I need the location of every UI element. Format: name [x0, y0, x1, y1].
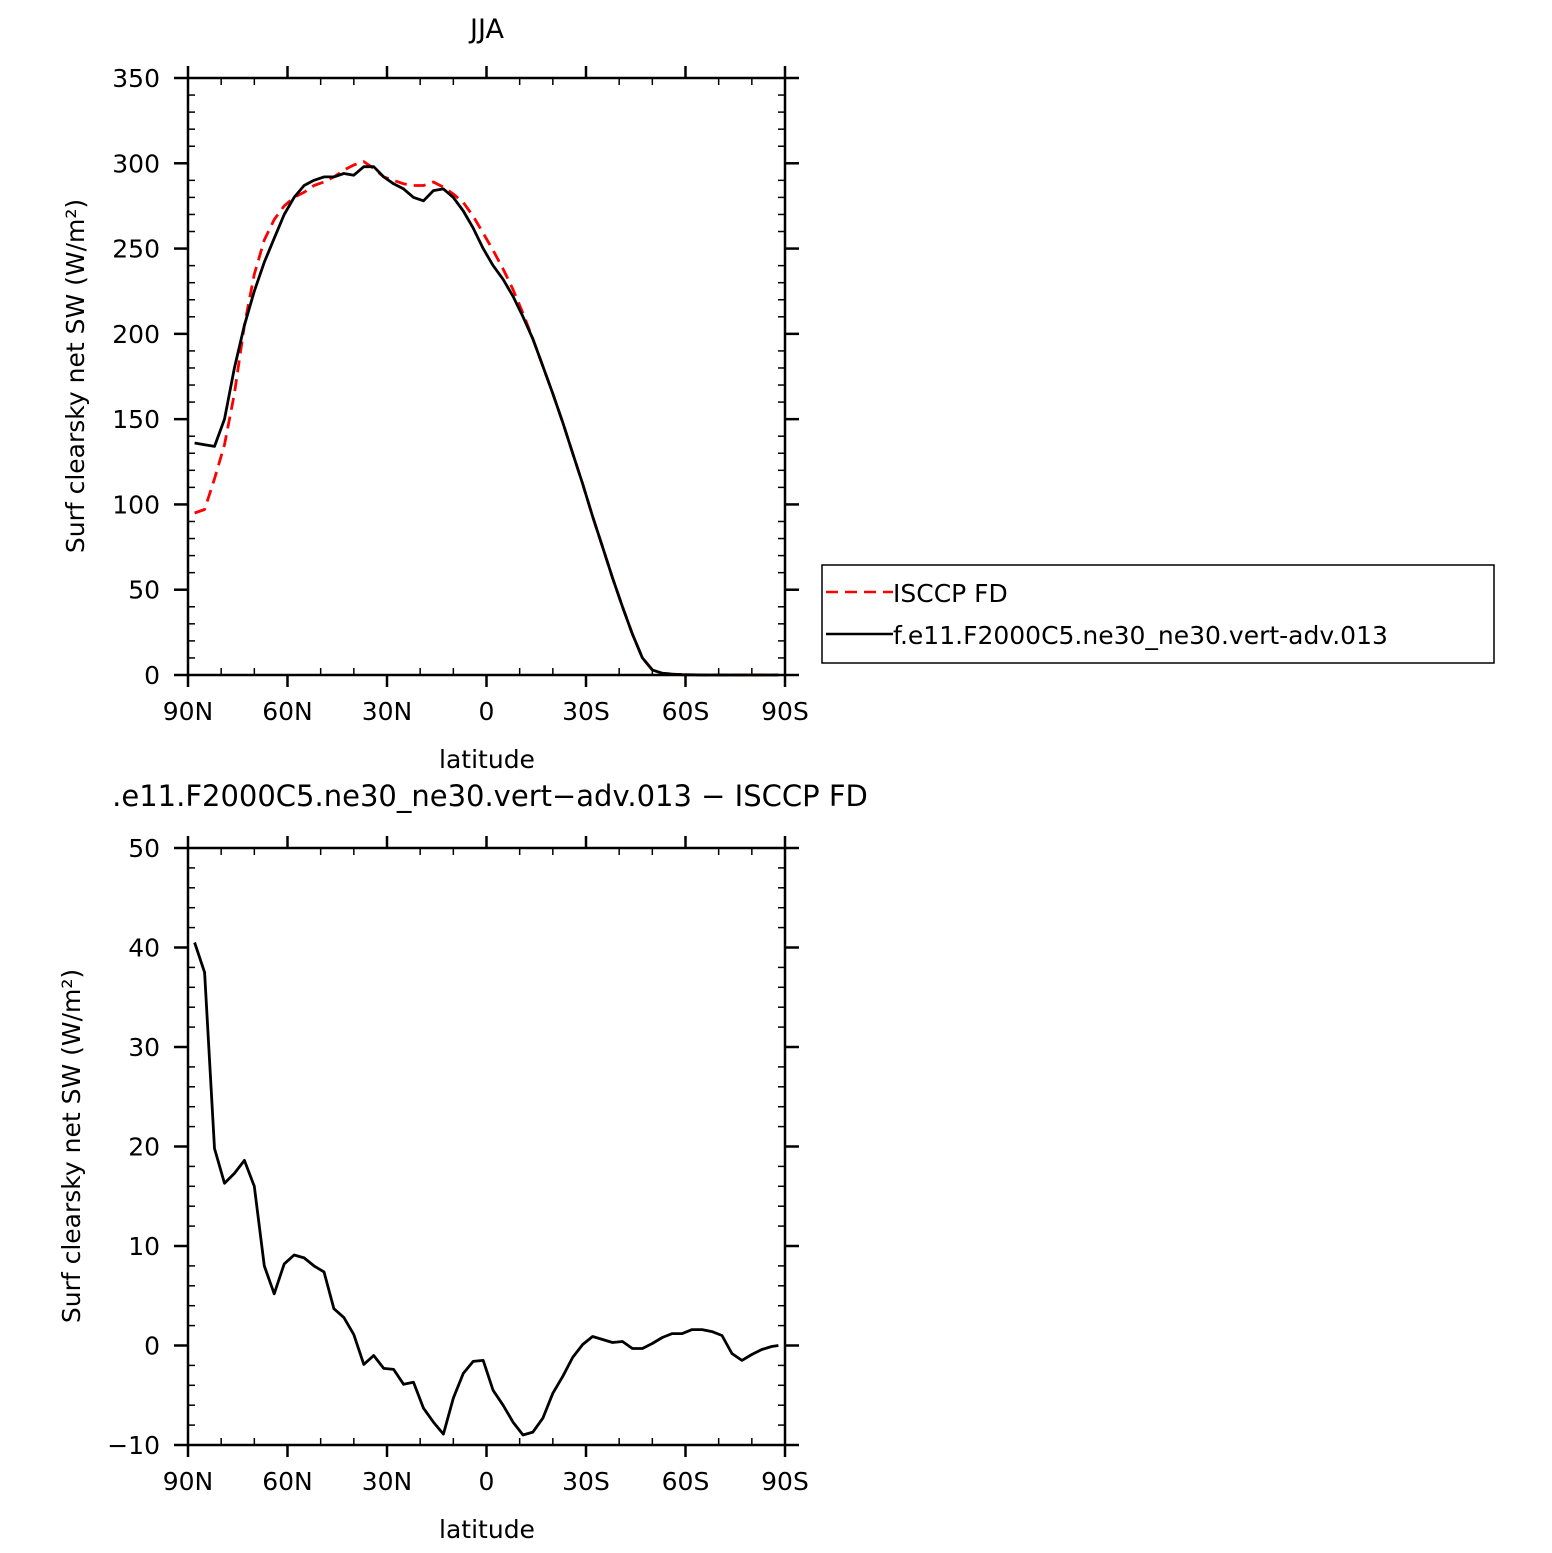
- y-tick-label: 0: [144, 1332, 160, 1361]
- x-tick-label: 60N: [262, 697, 313, 726]
- x-tick-label: 90S: [761, 1467, 809, 1496]
- series-lines: [194, 160, 779, 677]
- y-axis-label: Surf clearsky net SW (W/m²): [61, 199, 90, 553]
- y-axis-label: Surf clearsky net SW (W/m²): [57, 969, 86, 1323]
- legend-label-model: f.e11.F2000C5.ne30_ne30.vert-adv.013: [893, 621, 1388, 650]
- series-line-model: [193, 942, 779, 1437]
- x-tick-label: 60N: [262, 1467, 313, 1496]
- bottom-difference-chart: .e11.F2000C5.ne30_ne30.vert−adv.013 − IS…: [57, 779, 868, 1544]
- top-line-chart: JJA 90N 60N 30N 0 30S 60S 90S 0 50 100 150 200 250 3…: [61, 14, 1495, 774]
- y-tick-labels: −10 0 10 20 30 40 50: [107, 834, 160, 1460]
- x-tick-label: 30N: [362, 1467, 413, 1496]
- x-tick-label: 90S: [761, 697, 809, 726]
- y-tick-label: 20: [128, 1133, 160, 1162]
- y-tick-label: 250: [112, 235, 160, 264]
- y-tick-label: 150: [112, 405, 160, 434]
- series-lines: [193, 942, 779, 1437]
- y-tick-label: 10: [128, 1232, 160, 1261]
- series-line-model: [194, 165, 779, 677]
- x-tick-label: 60S: [662, 1467, 710, 1496]
- series-line-isccp-fd: [194, 160, 779, 677]
- x-tick-label: 90N: [163, 697, 214, 726]
- chart-title: JJA: [468, 14, 504, 45]
- axis-ticks: [174, 836, 799, 1457]
- chart-title: .e11.F2000C5.ne30_ne30.vert−adv.013 − IS…: [112, 779, 868, 813]
- x-tick-label: 0: [479, 1467, 495, 1496]
- y-tick-label: 300: [112, 149, 160, 178]
- x-tick-label: 30S: [562, 697, 610, 726]
- x-tick-label: 30S: [562, 1467, 610, 1496]
- y-tick-label: 50: [128, 576, 160, 605]
- y-tick-label: 0: [144, 661, 160, 690]
- plot-frame: [186, 846, 787, 1447]
- x-tick-label: 30N: [362, 697, 413, 726]
- x-tick-label: 90N: [163, 1467, 214, 1496]
- x-tick-labels: 90N 60N 30N 0 30S 60S 90S: [163, 697, 809, 726]
- x-tick-label: 60S: [662, 697, 710, 726]
- y-tick-label: 30: [128, 1033, 160, 1062]
- x-axis-label: latitude: [439, 1515, 535, 1544]
- x-tick-label: 0: [479, 697, 495, 726]
- y-tick-label: 50: [128, 834, 160, 863]
- y-tick-label: 40: [128, 934, 160, 963]
- y-tick-label: 350: [112, 64, 160, 93]
- x-axis-label: latitude: [439, 745, 535, 774]
- legend: ISCCP FD f.e11.F2000C5.ne30_ne30.vert-ad…: [821, 564, 1495, 664]
- legend-box: [821, 564, 1495, 664]
- y-tick-label: 100: [112, 490, 160, 519]
- y-tick-label: 200: [112, 320, 160, 349]
- y-tick-labels: 0 50 100 150 200 250 300 350: [112, 64, 160, 690]
- legend-label-isccp: ISCCP FD: [893, 579, 1008, 608]
- y-tick-label: −10: [107, 1431, 160, 1460]
- x-tick-labels: 90N 60N 30N 0 30S 60S 90S: [163, 1467, 809, 1496]
- axis-ticks: [174, 66, 799, 687]
- plot-frame: [186, 76, 787, 677]
